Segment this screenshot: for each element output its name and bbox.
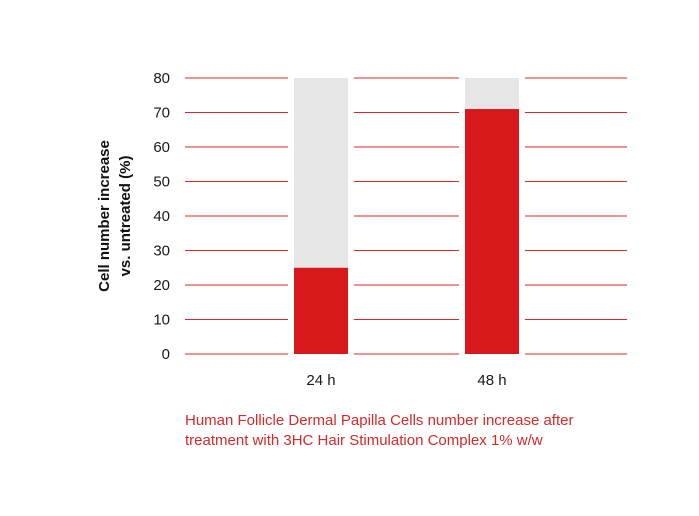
chart-caption: Human Follicle Dermal Papilla Cells numb… (185, 411, 665, 451)
x-tick-label: 24 h (306, 372, 335, 389)
x-axis-ticks: 24 h 48 h (306, 372, 506, 389)
bar-24h (294, 267, 348, 354)
y-axis-ticks: 0 10 20 30 40 50 60 70 80 (153, 70, 170, 363)
y-axis-label-line-1: Cell number increase (96, 140, 113, 292)
y-tick-label: 30 (153, 243, 170, 260)
y-tick-label: 40 (153, 208, 170, 225)
bar-48h (465, 109, 519, 354)
y-tick-label: 60 (153, 139, 170, 156)
y-tick-label: 0 (162, 346, 170, 363)
bars (288, 77, 525, 355)
y-tick-label: 20 (153, 277, 170, 294)
y-tick-label: 10 (153, 312, 170, 329)
x-tick-label: 48 h (477, 372, 506, 389)
y-axis-label-line-2: vs. untreated (%) (117, 156, 134, 277)
y-tick-label: 80 (153, 70, 170, 87)
y-tick-label: 70 (153, 105, 170, 122)
caption-line-1: Human Follicle Dermal Papilla Cells numb… (185, 412, 574, 429)
y-tick-label: 50 (153, 174, 170, 191)
caption-line-2: treatment with 3HC Hair Stimulation Comp… (185, 432, 543, 449)
gridlines (185, 77, 627, 355)
